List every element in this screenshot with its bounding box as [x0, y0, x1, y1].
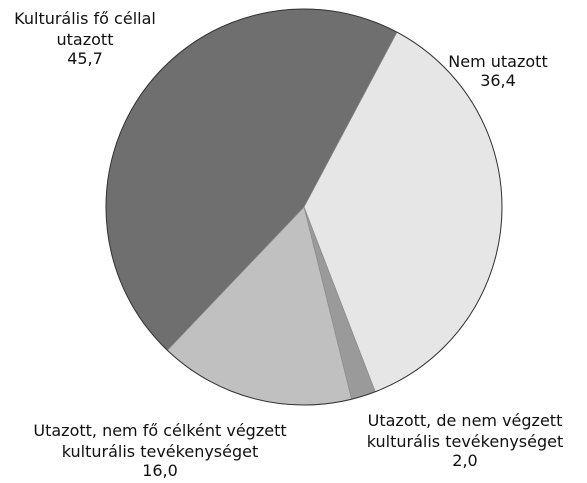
slice-label: Kulturális fő céllal utazott: [14, 9, 156, 49]
value-label: 45,7: [67, 49, 103, 68]
slice-label: Nem utazott: [448, 52, 548, 71]
pie-outline: [105, 8, 503, 406]
slice-label: Utazott, nem fő célként végzett kulturál…: [33, 421, 287, 461]
value-label: 2,0: [452, 451, 478, 470]
value-label: 36,4: [480, 71, 516, 90]
slice-label: Utazott, de nem végzett kulturális tevék…: [366, 411, 564, 451]
value-label: 16,0: [142, 461, 178, 480]
